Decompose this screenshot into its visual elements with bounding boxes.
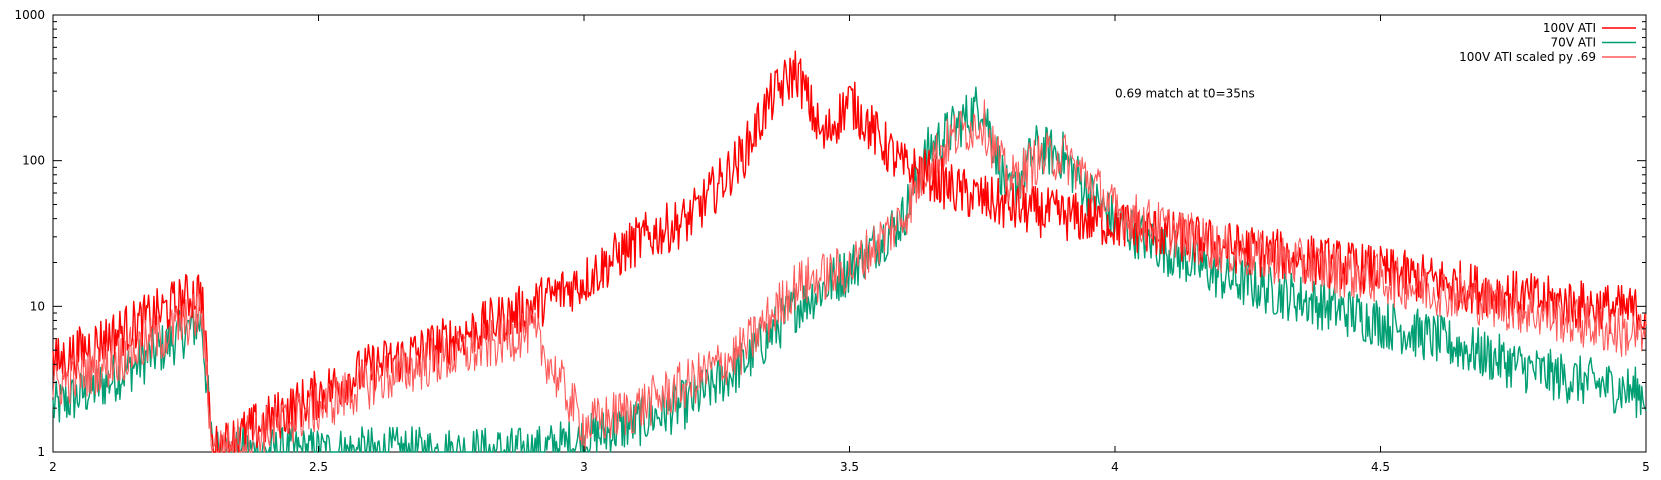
annotation-text: 0.69 match at t0=35ns [1115, 86, 1255, 100]
series-line-70v-ati [52, 86, 1647, 453]
y-tick-label: 100 [22, 154, 45, 168]
x-tick-label: 3.5 [840, 460, 859, 474]
x-tick-label: 3 [580, 460, 588, 474]
y-axis: 1 10 100 1000 [14, 8, 1646, 459]
y-tick-label: 10 [30, 299, 45, 313]
series-line-100v-ati-scaled-py-69 [52, 99, 1647, 453]
legend-label: 70V ATI [1551, 36, 1596, 50]
legend-label: 100V ATI [1543, 21, 1596, 35]
plot-frame [52, 14, 1647, 453]
plot-area: 2 2.5 3 3.5 4 4.5 5 1 10 100 1000 0.69 match at t… [14, 8, 1649, 474]
x-tick-label: 4.5 [1371, 460, 1390, 474]
y-tick-label: 1 [37, 445, 45, 459]
x-tick-label: 2 [49, 460, 57, 474]
series-layer [52, 50, 1647, 453]
y-tick-label: 1000 [14, 8, 45, 22]
series-line-100v-ati [52, 50, 1647, 453]
legend-label: 100V ATI scaled py .69 [1459, 50, 1596, 64]
x-axis: 2 2.5 3 3.5 4 4.5 5 [49, 15, 1650, 474]
x-tick-label: 4 [1111, 460, 1119, 474]
x-tick-label: 2.5 [309, 460, 328, 474]
x-tick-label: 5 [1642, 460, 1650, 474]
